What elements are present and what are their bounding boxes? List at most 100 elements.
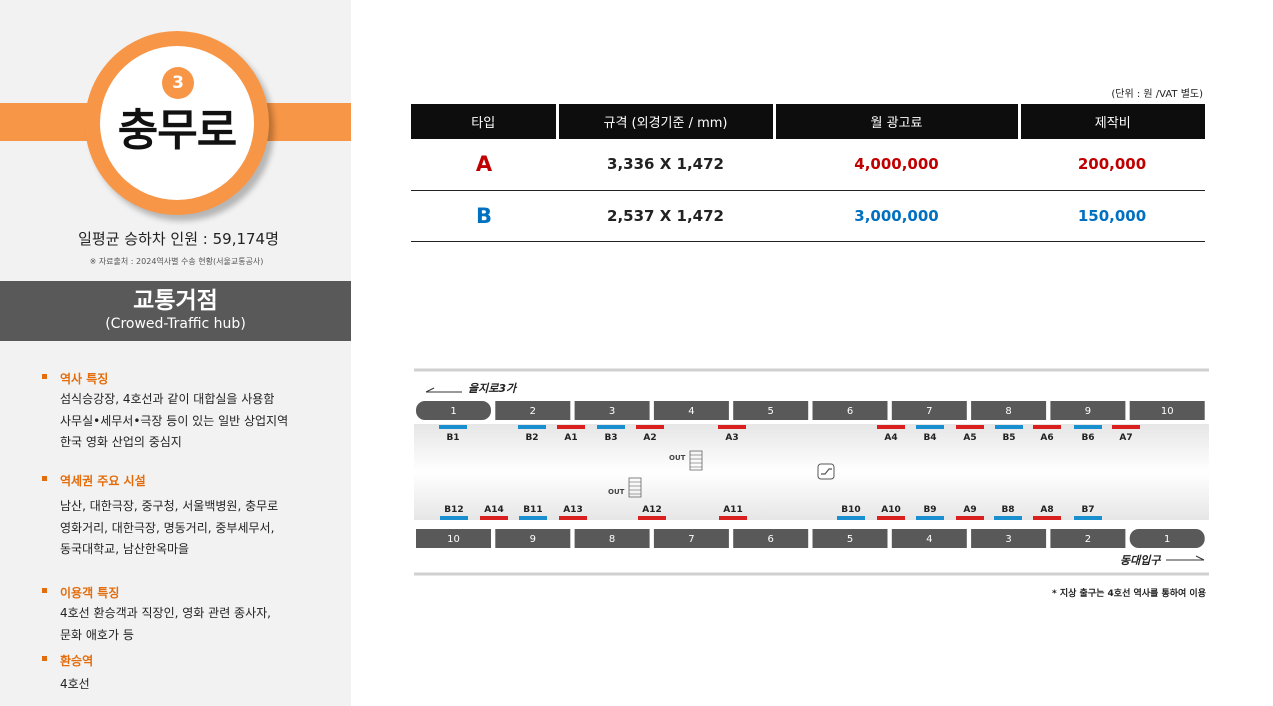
car-number: 4 xyxy=(688,406,694,417)
ad-label: A11 xyxy=(723,505,743,515)
section-title: 역사 특징 xyxy=(42,370,288,387)
train-car xyxy=(1050,529,1126,548)
train-car xyxy=(733,529,809,548)
section-transfer: 환승역 4호선 xyxy=(42,652,93,696)
car-number: 7 xyxy=(688,534,694,545)
train-car xyxy=(891,401,967,420)
left-panel: 3 충무로 일평균 승하차 인원 : 59,174명 ※ 자료출처 : 2024… xyxy=(0,0,351,706)
car-number: 1 xyxy=(1164,534,1170,545)
train-car xyxy=(574,529,650,548)
ad-marker xyxy=(877,425,905,429)
section-line: 한국 영화 산업의 중심지 xyxy=(60,435,182,449)
car-number: 9 xyxy=(1085,406,1091,417)
ad-marker xyxy=(916,516,944,520)
section-title: 이용객 특징 xyxy=(42,584,271,601)
ad-marker xyxy=(837,516,865,520)
train-car xyxy=(891,529,967,548)
ad-marker xyxy=(636,425,664,429)
section-line: 4호선 환승객과 직장인, 영화 관련 종사자, xyxy=(60,606,271,620)
header-fee: 월 광고료 xyxy=(774,104,1021,139)
train-car xyxy=(1129,401,1205,420)
ad-label: A14 xyxy=(484,505,504,515)
train-top: 1 2 3 4 5 6 7 8 9 10 xyxy=(416,401,1205,420)
ad-label: B9 xyxy=(923,505,936,515)
train-car xyxy=(495,401,571,420)
ad-marker xyxy=(1033,425,1061,429)
car-number: 6 xyxy=(768,534,774,545)
arrow-left-head-icon xyxy=(425,387,435,393)
stairs-icon xyxy=(628,477,642,498)
fee-cell: 4,000,000 xyxy=(774,139,1019,191)
ad-marker xyxy=(518,425,546,429)
ad-label: A7 xyxy=(1119,433,1132,443)
footnote: * 지상 출구는 4호선 역사를 통하여 이용 xyxy=(1052,589,1206,599)
hub-title: 교통거점 xyxy=(133,288,218,314)
ad-marker xyxy=(995,425,1023,429)
ad-marker xyxy=(956,425,984,429)
car-number: 8 xyxy=(1005,406,1011,417)
data-source: ※ 자료출처 : 2024역사별 수송 현황(서울교통공사) xyxy=(89,257,264,266)
section-title: 역세권 주요 시설 xyxy=(42,472,278,489)
train-car xyxy=(971,529,1047,548)
ads-bottom: B12 A14 B11 A13 A12 A11 B10 A10 B9 A9 B8 A8 B7 xyxy=(440,505,1102,520)
ad-marker xyxy=(719,516,747,520)
table-row: B 2,537 X 1,472 3,000,000 150,000 xyxy=(411,190,1205,242)
section-line: 문화 애호가 등 xyxy=(60,627,134,642)
ad-marker xyxy=(557,425,585,429)
car-number: 10 xyxy=(1161,406,1174,417)
ad-marker xyxy=(1074,516,1102,520)
ad-label: B3 xyxy=(604,433,617,443)
ad-label: A4 xyxy=(884,433,897,443)
production-cell: 150,000 xyxy=(1019,190,1205,242)
section-facilities: 역세권 주요 시설 남산, 대한극장, 중구청, 서울백병원, 충무로 영화거리… xyxy=(42,472,278,561)
direction-bottom-label: 동대입구 xyxy=(1120,554,1161,567)
ad-label: B4 xyxy=(923,433,936,443)
ad-marker xyxy=(916,425,944,429)
train-car xyxy=(1050,401,1126,420)
platform-area xyxy=(414,424,1209,520)
ad-marker xyxy=(956,516,984,520)
ad-marker xyxy=(1033,516,1061,520)
arrow-right-head-icon xyxy=(1195,555,1205,561)
car-number: 8 xyxy=(609,534,615,545)
header-production: 제작비 xyxy=(1019,104,1205,139)
ad-label: A12 xyxy=(642,505,662,515)
ad-label: B2 xyxy=(525,433,538,443)
station-number-badge: 3 xyxy=(162,67,194,99)
ad-label: B12 xyxy=(444,505,463,515)
section-line: 남산, 대한극장, 중구청, 서울백병원, 충무로 xyxy=(60,499,279,513)
train-car xyxy=(971,401,1047,420)
ad-label: A9 xyxy=(963,505,976,515)
size-cell: 2,537 X 1,472 xyxy=(557,190,774,242)
type-cell: B xyxy=(411,190,557,242)
fee-cell: 3,000,000 xyxy=(774,190,1019,242)
daily-passengers: 일평균 승하차 인원 : 59,174명 xyxy=(78,230,279,248)
type-cell: A xyxy=(411,139,557,191)
ad-label: A3 xyxy=(725,433,738,443)
exit-label: OUT xyxy=(669,454,686,462)
station-name: 충무로 xyxy=(117,105,237,156)
table-row: A 3,336 X 1,472 4,000,000 200,000 xyxy=(411,139,1205,191)
ad-label: B6 xyxy=(1081,433,1094,443)
ad-marker xyxy=(480,516,508,520)
car-number: 5 xyxy=(847,534,853,545)
ad-label: B5 xyxy=(1002,433,1015,443)
section-history: 역사 특징 섬식승강장, 4호선과 같이 대합실을 사용함 사무실•세무서•극장… xyxy=(42,370,288,454)
train-car xyxy=(416,401,491,420)
car-number: 1 xyxy=(450,406,456,417)
ad-marker xyxy=(519,516,547,520)
ad-label: A2 xyxy=(643,433,656,443)
train-car xyxy=(416,529,491,548)
section-title: 환승역 xyxy=(42,652,93,669)
train-car xyxy=(733,401,809,420)
table-header-row: 타입 규격 (외경기준 / mm) 월 광고료 제작비 xyxy=(411,104,1205,139)
size-cell: 3,336 X 1,472 xyxy=(557,139,774,191)
stairs-icon xyxy=(689,450,703,471)
ad-marker xyxy=(638,516,666,520)
train-car xyxy=(495,529,571,548)
ad-label: B8 xyxy=(1001,505,1014,515)
ad-label: A5 xyxy=(963,433,976,443)
ad-marker xyxy=(597,425,625,429)
train-car xyxy=(812,529,888,548)
train-car xyxy=(653,401,729,420)
